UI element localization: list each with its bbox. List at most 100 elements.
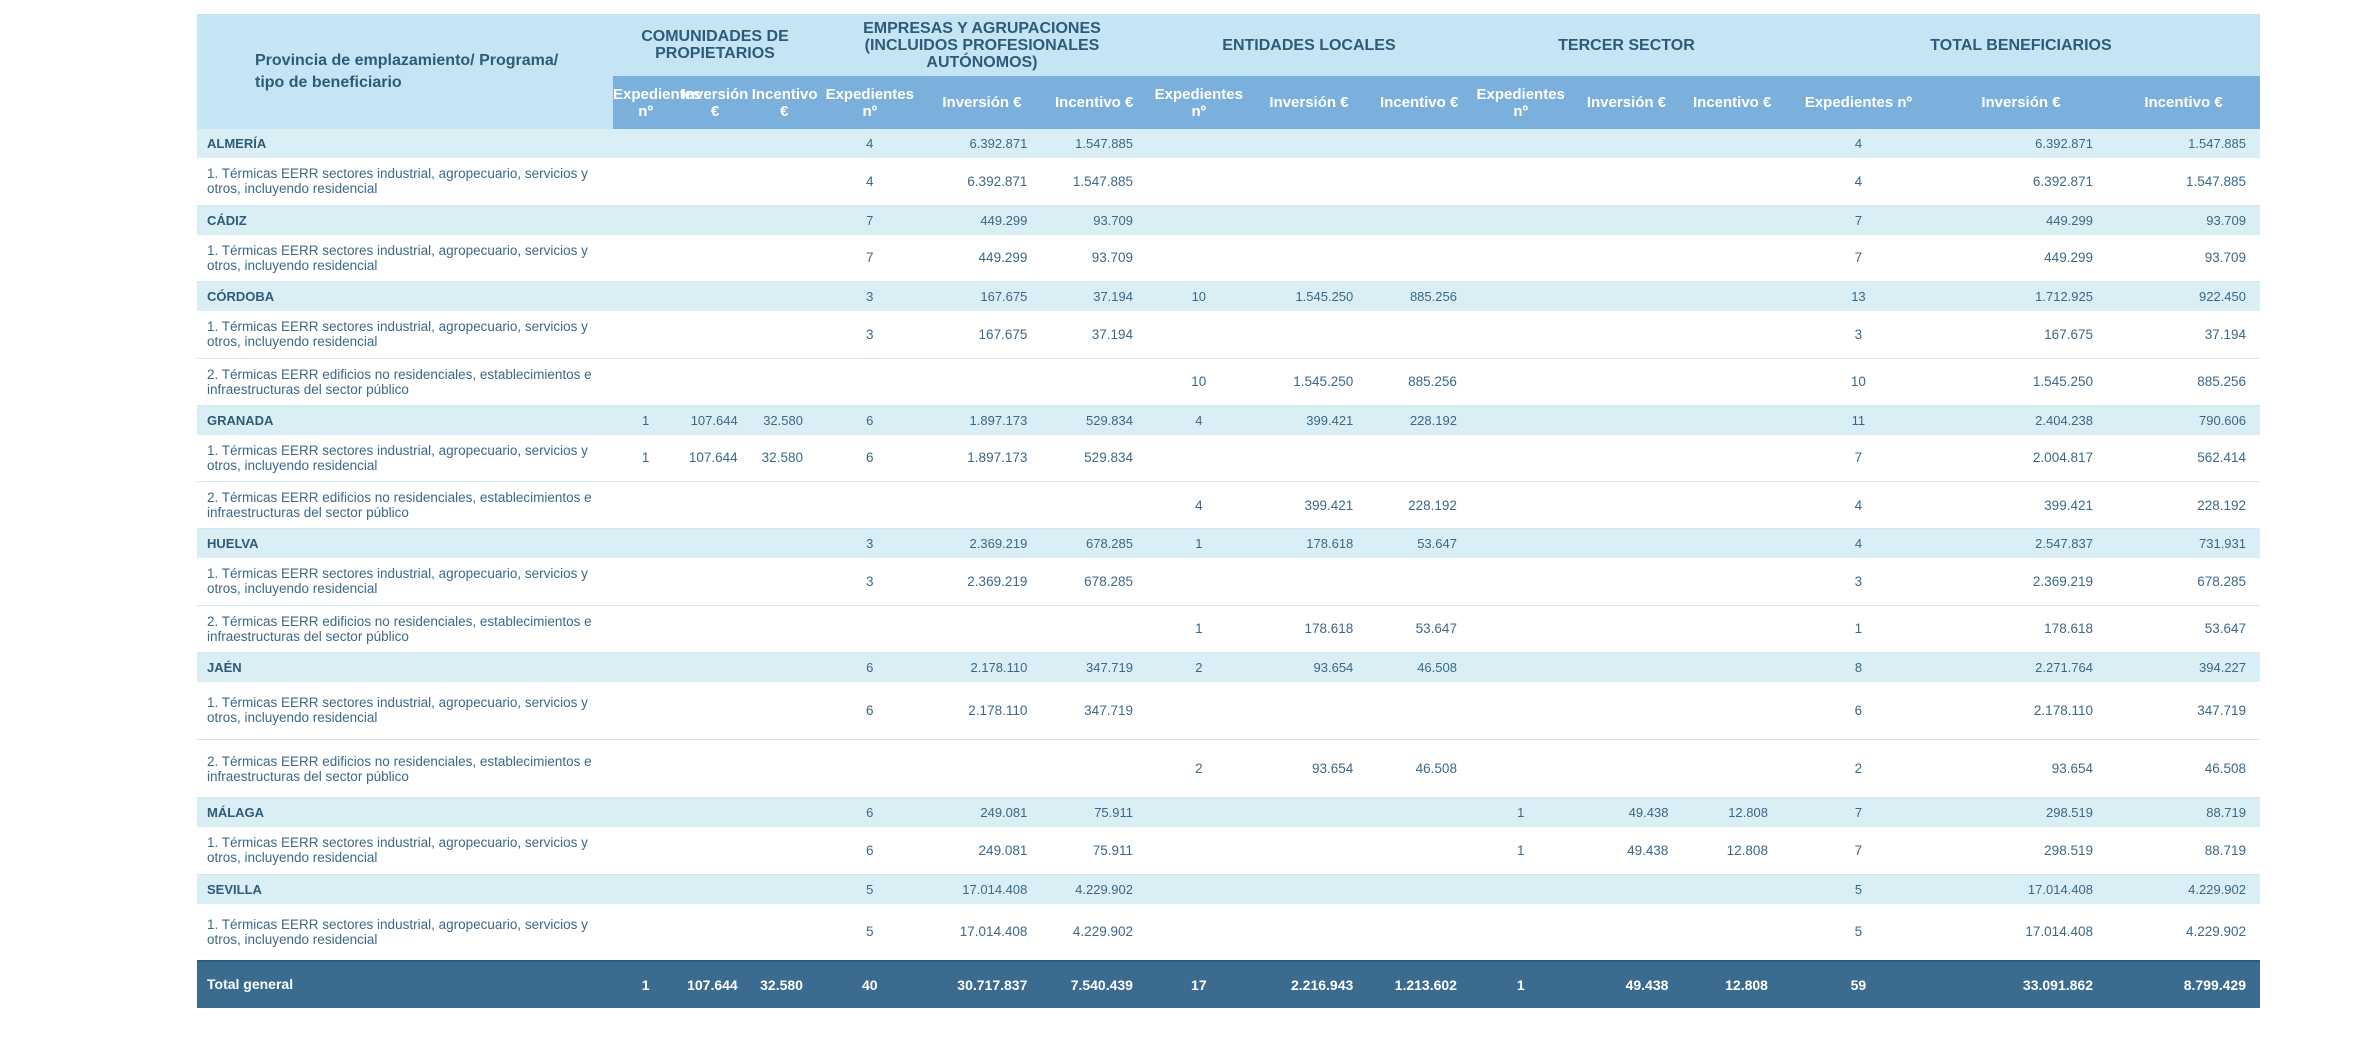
cell-expedientes: 4 [1781,481,1935,529]
program-row: 1. Térmicas EERR sectores industrial, ag… [197,158,2260,206]
cell-incentivo [751,558,817,606]
cell-expedientes: 8 [1781,652,1935,682]
cell-inversion: 178.618 [1250,605,1368,653]
cell-inversion: 298.519 [1934,827,2107,875]
cell-incentivo: 32.580 [751,405,817,435]
cell-inversion [678,558,752,606]
cell-inversion [678,903,752,961]
cell-inversion: 2.178.110 [922,681,1042,740]
cell-inversion: 449.299 [922,234,1042,282]
cell-expedientes [1146,434,1251,482]
cell-inversion [1570,311,1683,359]
cell-incentivo: 1.547.885 [1041,129,1147,158]
cell-incentivo [1367,681,1471,740]
cell-incentivo: 12.808 [1682,827,1782,875]
cell-expedientes: 1 [1470,827,1571,875]
cell-expedientes: 3 [1781,311,1935,359]
cell-expedientes: 4 [1781,528,1935,558]
cell-expedientes [816,481,923,529]
total-inversion: 2.216.943 [1250,959,1368,1008]
cell-incentivo [1367,311,1471,359]
cell-incentivo [1682,558,1782,606]
cell-inversion: 93.654 [1250,739,1368,798]
program-name: 1. Térmicas EERR sectores industrial, ag… [197,681,613,740]
cell-expedientes: 5 [1781,903,1935,961]
header-province: Provincia de emplazamiento/ Programa/ ti… [197,14,613,129]
cell-expedientes [1470,903,1571,961]
cell-incentivo [1682,234,1782,282]
cell-inversion: 93.654 [1250,652,1368,682]
cell-inversion [1570,281,1683,311]
total-row: Total general 1 107.644 32.580 40 30.717.837 7… [197,959,2260,1008]
cell-incentivo: 4.229.902 [1041,874,1147,904]
total-expedientes: 1 [1470,959,1571,1008]
cell-inversion [922,358,1042,406]
cell-inversion: 449.299 [1934,205,2107,235]
cell-inversion: 17.014.408 [922,874,1042,904]
cell-expedientes [613,797,679,827]
cell-expedientes [1470,434,1571,482]
cell-incentivo [751,605,817,653]
province-name: GRANADA [197,405,613,435]
cell-expedientes [613,358,679,406]
program-row: 1. Térmicas EERR sectores industrial, ag… [197,558,2260,606]
cell-inversion [1570,405,1683,435]
cell-incentivo: 53.647 [2106,605,2260,653]
cell-expedientes [613,605,679,653]
program-row: 2. Térmicas EERR edificios no residencia… [197,739,2260,798]
cell-inversion [1250,903,1368,961]
cell-inversion: 17.014.408 [1934,903,2107,961]
cell-incentivo [751,234,817,282]
cell-inversion: 399.421 [1250,481,1368,529]
cell-expedientes [1470,605,1571,653]
header-group-comunidades: COMUNIDADES DE PROPIETARIOS [613,14,817,76]
province-name: CÓRDOBA [197,281,613,311]
cell-expedientes [613,528,679,558]
cell-inversion [678,234,752,282]
cell-incentivo [1367,434,1471,482]
cell-incentivo: 46.508 [1367,739,1471,798]
cell-expedientes: 4 [816,129,923,158]
cell-inversion [1250,129,1368,158]
total-incentivo: 8.799.429 [2106,959,2260,1008]
cell-inversion [1570,158,1683,206]
cell-expedientes: 5 [816,874,923,904]
cell-expedientes: 3 [816,558,923,606]
cell-inversion: 1.897.173 [922,405,1042,435]
program-row: 2. Térmicas EERR edificios no residencia… [197,358,2260,406]
cell-incentivo: 75.911 [1041,797,1147,827]
cell-incentivo: 32.580 [751,434,817,482]
cell-inversion [678,311,752,359]
cell-inversion [678,528,752,558]
total-inversion: 33.091.862 [1934,959,2107,1008]
cell-incentivo: 46.508 [2106,739,2260,798]
cell-inversion [678,681,752,740]
cell-expedientes [1146,234,1251,282]
province-row: GRANADA 1 107.644 32.580 6 1.897.173 529.834 4 3… [197,405,2260,435]
cell-incentivo [1682,358,1782,406]
cell-incentivo [751,358,817,406]
program-row: 2. Térmicas EERR edificios no residencia… [197,481,2260,529]
cell-incentivo [751,681,817,740]
cell-expedientes: 6 [816,405,923,435]
total-expedientes: 17 [1146,959,1251,1008]
cell-incentivo: 562.414 [2106,434,2260,482]
cell-inversion: 167.675 [1934,311,2107,359]
subheader-expedientes: Expedientes nº [1146,76,1251,129]
cell-inversion: 17.014.408 [922,903,1042,961]
subheader-expedientes: Expedientes nº [613,76,701,129]
cell-inversion [1570,558,1683,606]
cell-expedientes: 1 [1470,797,1571,827]
cell-incentivo: 885.256 [1367,281,1471,311]
cell-incentivo [751,903,817,961]
cell-inversion [678,281,752,311]
cell-expedientes [1470,205,1571,235]
cell-inversion: 49.438 [1570,827,1683,875]
program-name: 1. Térmicas EERR sectores industrial, ag… [197,234,613,282]
cell-incentivo: 75.911 [1041,827,1147,875]
cell-incentivo [1367,903,1471,961]
cell-inversion: 93.654 [1934,739,2107,798]
cell-expedientes [1470,481,1571,529]
cell-incentivo: 37.194 [2106,311,2260,359]
program-name: 1. Térmicas EERR sectores industrial, ag… [197,903,613,961]
